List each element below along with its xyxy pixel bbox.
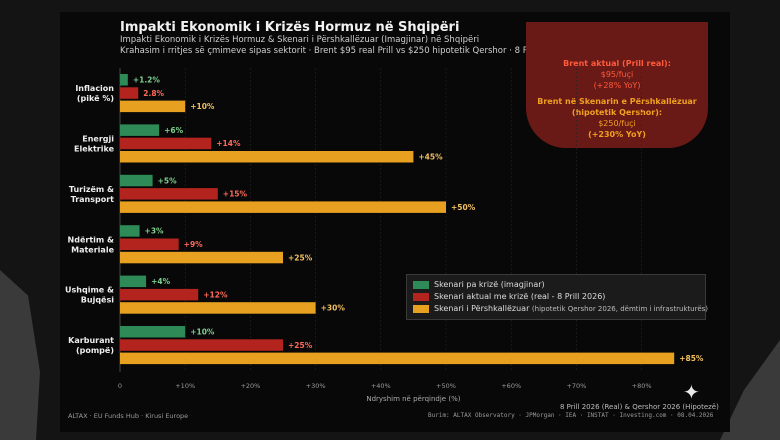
bar-series0-cat3 — [120, 225, 140, 237]
data-label-series2-cat3: +25% — [288, 253, 313, 262]
annotation-brent-current-change: (+28% YoY) — [593, 81, 641, 90]
brent-annotation-box — [526, 22, 708, 148]
category-label-5-1: (pompë) — [76, 346, 114, 355]
annotation-brent-scenario-label-2: (hipotetik Qershor): — [571, 108, 663, 117]
data-label-series0-cat0: +1.2% — [133, 76, 161, 85]
category-label-2-1: Transport — [71, 195, 115, 204]
category-label-3-0: Ndërtim & — [68, 235, 114, 244]
category-label-4-1: Bujqësi — [81, 296, 114, 305]
bar-series2-cat1 — [120, 151, 414, 163]
bar-series2-cat0 — [120, 100, 186, 113]
legend-item-escalated: Skenari i Përshkallëzuar (hipotetik Qers… — [413, 304, 708, 314]
legend: Skenari pa krizë (imagjinar) Skenari akt… — [406, 274, 708, 320]
annotation-brent-scenario-label-1: Brent në Skenarin e Përshkallëzuar — [537, 97, 697, 106]
data-label-series2-cat1: +45% — [418, 153, 443, 162]
category-label-5-0: Karburant — [68, 336, 114, 345]
bar-series2-cat4 — [120, 302, 316, 314]
legend-label-escalated: Skenari i Përshkallëzuar — [434, 304, 530, 313]
category-label-0-0: Inflacion — [75, 84, 114, 93]
x-tick-label-70: +70% — [566, 382, 586, 390]
footer-sources: Burim: ALTAX Observatory · JPMorgan · IE… — [428, 412, 714, 419]
legend-swatch-escalated — [413, 304, 429, 313]
data-label-series1-cat1: +14% — [216, 139, 241, 148]
data-label-series2-cat4: +30% — [321, 304, 346, 313]
data-label-series2-cat0: +10% — [190, 102, 215, 111]
bar-series0-cat5 — [120, 326, 186, 338]
x-tick-label-80: +80% — [632, 382, 652, 390]
data-label-series1-cat4: +12% — [203, 290, 228, 299]
x-tick-label-50: +50% — [436, 382, 456, 390]
legend-label-no-crisis: Skenari pa krizë (imagjinar) — [434, 280, 545, 289]
data-label-series1-cat5: +25% — [288, 341, 313, 350]
bar-series1-cat4 — [120, 288, 199, 301]
category-label-1-1: Elektrike — [74, 144, 115, 153]
bar-series2-cat2 — [120, 201, 446, 213]
bar-series2-cat3 — [120, 251, 283, 264]
data-label-series1-cat0: 2.8% — [143, 89, 164, 98]
category-label-0-1: (pikë %) — [77, 94, 114, 103]
bar-series0-cat2 — [120, 174, 153, 187]
bar-series1-cat2 — [120, 188, 218, 200]
footer-date: 8 Prill 2026 (Real) & Qershor 2026 (Hipo… — [560, 403, 719, 411]
category-label-2-0: Turizëm & — [69, 185, 114, 194]
x-tick-label-0: 0 — [118, 382, 122, 390]
annotation-brent-current-label: Brent aktual (Prill real): — [563, 59, 671, 68]
chart-title: Impakti Ekonomik i Krizës Hormuz në Shqi… — [120, 20, 460, 35]
legend-item-no-crisis: Skenari pa krizë (imagjinar) — [413, 280, 545, 290]
data-label-series2-cat2: +50% — [451, 203, 476, 212]
bar-series0-cat0 — [120, 74, 128, 86]
x-tick-label-60: +60% — [501, 382, 521, 390]
category-label-1-0: Energji — [82, 134, 114, 143]
category-label-4-0: Ushqime & — [65, 286, 114, 295]
data-label-series2-cat5: +85% — [679, 354, 704, 363]
data-label-series0-cat3: +3% — [145, 227, 165, 236]
legend-swatch-no-crisis — [413, 280, 429, 289]
data-label-series0-cat2: +5% — [158, 176, 178, 185]
footer-left: ALTAX · EU Funds Hub · Kirusi Europe — [68, 412, 189, 420]
legend-swatch-current-crisis — [413, 292, 429, 301]
chart-subtitle-2: Krahasim i rritjes së çmimeve sipas sekt… — [120, 46, 708, 56]
bar-series1-cat5 — [120, 339, 283, 351]
category-label-3-1: Materiale — [71, 245, 114, 254]
bar-series1-cat0 — [120, 87, 139, 99]
legend-label-escalated-note: (hipotetik Qershor 2026, dëmtim i infras… — [531, 305, 709, 313]
legend-item-current-crisis: Skenari aktual me krizë (real - 8 Prill … — [413, 292, 605, 302]
data-label-series0-cat4: +4% — [151, 277, 171, 286]
data-label-series0-cat1: +6% — [164, 126, 184, 135]
bar-series0-cat1 — [120, 124, 160, 136]
sparkle-icon: ✦ — [683, 380, 700, 404]
x-tick-label-20: +20% — [240, 382, 260, 390]
bar-series0-cat4 — [120, 275, 147, 288]
bar-series2-cat5 — [120, 352, 675, 365]
chart-subtitle-1: Impakti Ekonomik i Krizës Hormuz & Skena… — [120, 35, 480, 45]
x-tick-label-30: +30% — [306, 382, 326, 390]
legend-label-current-crisis: Skenari aktual me krizë (real - 8 Prill … — [434, 292, 606, 301]
annotation-brent-current-price: $95/fuçi — [600, 70, 634, 79]
data-label-series0-cat5: +10% — [190, 328, 215, 337]
data-label-series1-cat2: +15% — [223, 190, 248, 199]
data-label-series1-cat3: +9% — [184, 240, 204, 249]
x-tick-label-40: +40% — [371, 382, 391, 390]
bar-series1-cat1 — [120, 137, 212, 150]
annotation-brent-scenario-price: $250/fuçi — [598, 119, 636, 128]
x-axis-label: Ndryshim në përqindje (%) — [366, 395, 460, 403]
x-tick-label-10: +10% — [175, 382, 195, 390]
annotation-brent-scenario-change: (+230% YoY) — [588, 130, 646, 139]
bar-series1-cat3 — [120, 238, 179, 250]
